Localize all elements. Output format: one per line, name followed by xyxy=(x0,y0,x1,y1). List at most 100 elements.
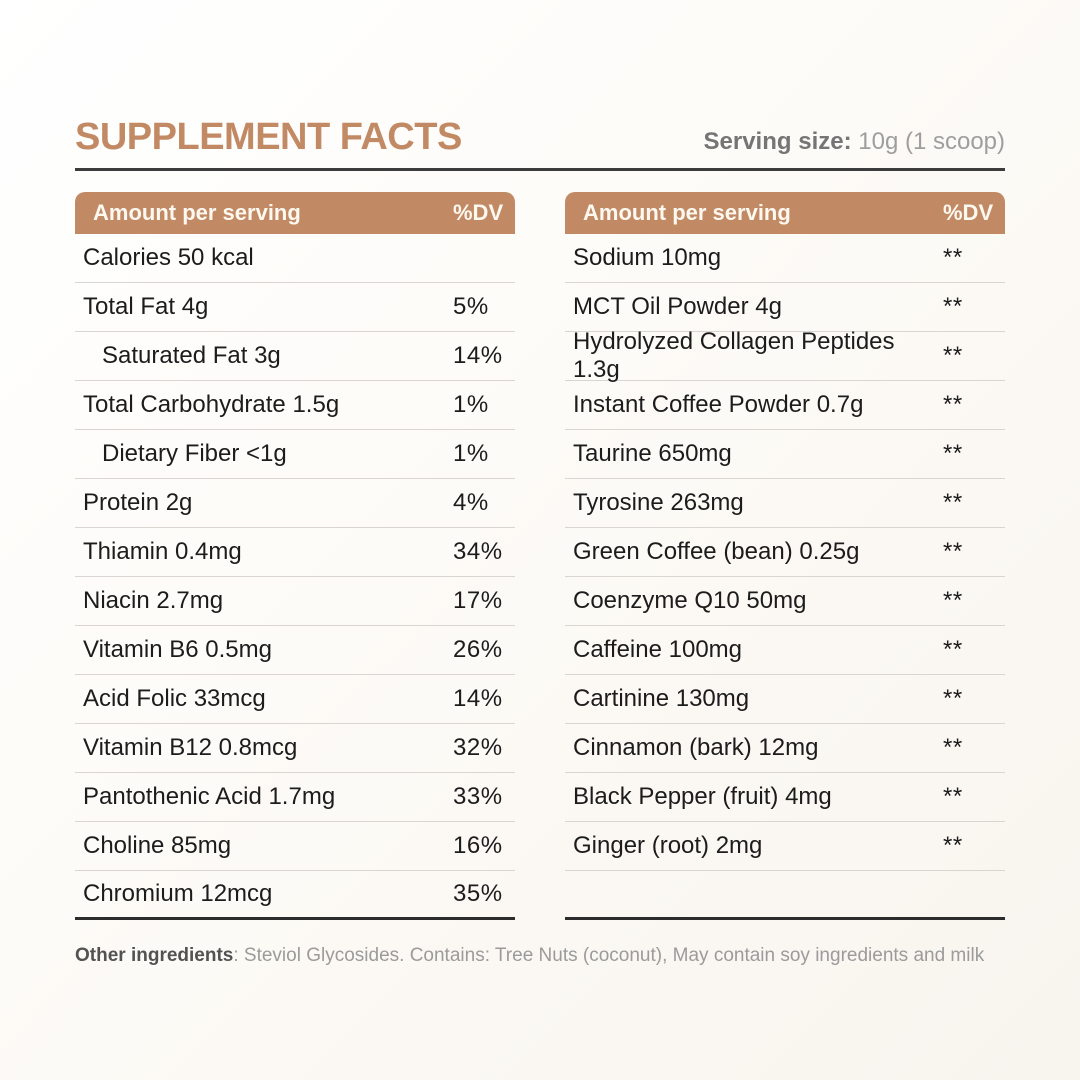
table-right: Amount per serving %DV Sodium 10mg ** MCT … xyxy=(565,191,1005,920)
row-label: Niacin 2.7mg xyxy=(83,586,224,614)
row-label: Vitamin B12 0.8mcg xyxy=(83,733,298,761)
row-label: Acid Folic 33mcg xyxy=(83,684,266,712)
row-label: Hydrolyzed Collagen Peptides 1.3g xyxy=(573,327,895,383)
row-label: Taurine 650mg xyxy=(573,439,732,467)
row-dv-value: ** xyxy=(943,537,963,565)
table-row: Sodium 10mg ** xyxy=(565,234,1005,283)
table-row: Choline 85mg 16% xyxy=(75,822,515,871)
row-label: Pantothenic Acid 1.7mg xyxy=(83,782,336,810)
table-row: Acid Folic 33mcg 14% xyxy=(75,675,515,724)
title-underline xyxy=(75,167,1005,171)
row-label: Black Pepper (fruit) 4mg xyxy=(573,782,832,810)
other-ingredients-label: Other ingredients xyxy=(75,944,234,966)
row-label: Protein 2g xyxy=(83,488,193,516)
table-row: Ginger (root) 2mg ** xyxy=(565,822,1005,871)
row-dv-value: ** xyxy=(943,635,963,663)
row-dv-value: 35% xyxy=(453,879,503,907)
serving-size: Serving size: 10g (1 scoop) xyxy=(704,128,1005,156)
row-dv-value: ** xyxy=(943,684,963,712)
row-dv-value: ** xyxy=(943,586,963,614)
footer-note: Other ingredients: Steviol Glycosides. C… xyxy=(75,945,1005,967)
table-row: Total Carbohydrate 1.5g 1% xyxy=(75,381,515,430)
serving-size-value: 10g (1 scoop) xyxy=(851,128,1005,155)
page-title: SUPPLEMENT FACTS xyxy=(75,116,462,158)
row-label: Total Fat 4g xyxy=(83,292,209,320)
table-row: Black Pepper (fruit) 4mg ** xyxy=(565,773,1005,822)
row-dv-value: 32% xyxy=(453,733,503,761)
table-row: Tyrosine 263mg ** xyxy=(565,479,1005,528)
row-dv-value: ** xyxy=(943,243,963,271)
table-row: Protein 2g 4% xyxy=(75,479,515,528)
row-dv-value: 34% xyxy=(453,537,503,565)
tables-container: Amount per serving %DV Calories 50 kcal T… xyxy=(75,191,1005,920)
row-dv-value: 14% xyxy=(453,684,503,712)
table-left-header: Amount per serving %DV xyxy=(75,191,515,234)
row-label: Sodium 10mg xyxy=(573,243,722,271)
table-right-body: Sodium 10mg ** MCT Oil Powder 4g ** Hydrolyz… xyxy=(565,234,1005,920)
table-row: Saturated Fat 3g 14% xyxy=(75,332,515,381)
row-label: Vitamin B6 0.5mg xyxy=(83,635,272,663)
row-label: Tyrosine 263mg xyxy=(573,488,744,516)
table-row: MCT Oil Powder 4g ** xyxy=(565,283,1005,332)
table-left-body: Calories 50 kcal Total Fat 4g 5% Saturated … xyxy=(75,234,515,920)
table-row: Thiamin 0.4mg 34% xyxy=(75,528,515,577)
row-label: Green Coffee (bean) 0.25g xyxy=(573,537,860,565)
row-dv-value: ** xyxy=(943,733,963,761)
row-dv-value: ** xyxy=(943,390,963,418)
row-label: Cinnamon (bark) 12mg xyxy=(573,733,819,761)
table-row: Hydrolyzed Collagen Peptides 1.3g ** xyxy=(565,328,1005,383)
row-dv-value: ** xyxy=(943,439,963,467)
dv-header-label: %DV xyxy=(453,199,504,225)
table-row xyxy=(565,871,1005,920)
table-row: Vitamin B6 0.5mg 26% xyxy=(75,626,515,675)
row-dv-value: ** xyxy=(943,831,963,859)
table-row: Total Fat 4g 5% xyxy=(75,283,515,332)
row-label: Dietary Fiber <1g xyxy=(102,439,287,467)
row-label: MCT Oil Powder 4g xyxy=(573,292,782,320)
row-dv-value: 33% xyxy=(453,782,503,810)
table-row: Green Coffee (bean) 0.25g ** xyxy=(565,528,1005,577)
table-row: Cartinine 130mg ** xyxy=(565,675,1005,724)
serving-size-label: Serving size: xyxy=(703,128,852,155)
row-dv-value: ** xyxy=(943,292,963,320)
row-label: Coenzyme Q10 50mg xyxy=(573,586,807,614)
other-ingredients-text: : Steviol Glycosides. Contains: Tree Nut… xyxy=(233,944,985,966)
table-left: Amount per serving %DV Calories 50 kcal T… xyxy=(75,191,515,920)
table-row: Pantothenic Acid 1.7mg 33% xyxy=(75,773,515,822)
row-label: Calories 50 kcal xyxy=(83,243,254,271)
supplement-facts-panel: SUPPLEMENT FACTS Serving size: 10g (1 sc… xyxy=(75,116,1005,967)
row-label: Ginger (root) 2mg xyxy=(573,831,763,859)
table-row: Caffeine 100mg ** xyxy=(565,626,1005,675)
row-dv-value: ** xyxy=(943,782,963,810)
amount-per-serving-label: Amount per serving xyxy=(93,199,301,225)
row-dv-value: 14% xyxy=(453,341,503,369)
row-label: Total Carbohydrate 1.5g xyxy=(83,390,340,418)
table-row: Coenzyme Q10 50mg ** xyxy=(565,577,1005,626)
row-dv-value: 16% xyxy=(453,831,503,859)
dv-header-label: %DV xyxy=(943,199,994,225)
row-dv-value: 1% xyxy=(453,390,489,418)
amount-per-serving-label: Amount per serving xyxy=(583,199,791,225)
row-dv-value: 4% xyxy=(453,488,489,516)
table-row: Vitamin B12 0.8mcg 32% xyxy=(75,724,515,773)
header-row: SUPPLEMENT FACTS Serving size: 10g (1 sc… xyxy=(75,116,1005,159)
row-label: Chromium 12mcg xyxy=(83,879,273,907)
table-row: Chromium 12mcg 35% xyxy=(75,871,515,920)
table-row: Calories 50 kcal xyxy=(75,234,515,283)
table-row: Taurine 650mg ** xyxy=(565,430,1005,479)
table-row: Dietary Fiber <1g 1% xyxy=(75,430,515,479)
row-label: Choline 85mg xyxy=(83,831,232,859)
table-row: Cinnamon (bark) 12mg ** xyxy=(565,724,1005,773)
row-dv-value: ** xyxy=(943,341,963,369)
row-label: Thiamin 0.4mg xyxy=(83,537,242,565)
row-dv-value: ** xyxy=(943,488,963,516)
row-dv-value: 1% xyxy=(453,439,489,467)
table-row: Instant Coffee Powder 0.7g ** xyxy=(565,381,1005,430)
row-label: Cartinine 130mg xyxy=(573,684,750,712)
row-dv-value: 5% xyxy=(453,292,489,320)
row-label: Saturated Fat 3g xyxy=(102,341,281,369)
row-dv-value: 26% xyxy=(453,635,503,663)
table-row: Niacin 2.7mg 17% xyxy=(75,577,515,626)
row-label: Instant Coffee Powder 0.7g xyxy=(573,390,864,418)
row-label: Caffeine 100mg xyxy=(573,635,743,663)
